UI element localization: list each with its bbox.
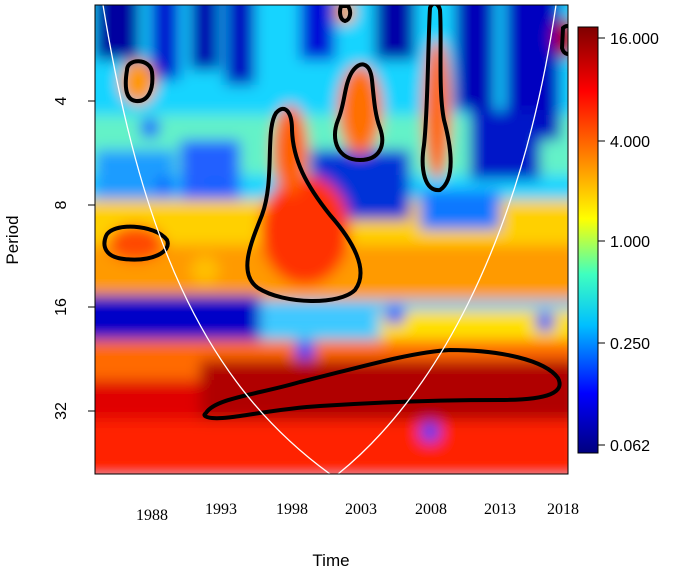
x-axis-title: Time [312, 551, 349, 570]
contour-2003-p5 [333, 62, 385, 163]
contour-1987-p4 [123, 59, 155, 104]
colorbar-gradient [577, 26, 599, 454]
y-tick-label-8: 8 [53, 200, 70, 209]
cone-of-influence [102, 5, 557, 474]
colorbar-label-0062: 0.062 [610, 438, 650, 455]
y-axis-title: Period [3, 215, 22, 264]
x-tick-label-1998: 1998 [276, 501, 308, 518]
x-tick-label-2018: 2018 [547, 501, 579, 518]
x-tick-label-1988: 1988 [136, 507, 168, 524]
x-tick-label-2013: 2013 [484, 501, 516, 518]
x-tick-label-2003: 2003 [345, 501, 377, 518]
colorbar-label-16: 16.000 [610, 31, 659, 48]
colorbar-label-025: 0.250 [610, 336, 650, 353]
heatmap-field [95, 5, 568, 474]
contour-2008-p5 [420, 5, 453, 193]
colorbar: 16.000 4.000 1.000 0.250 0.062 [577, 26, 659, 455]
contour-right-top [559, 24, 568, 56]
x-tick-label-2008: 2008 [415, 501, 447, 518]
y-tick-label-32: 32 [53, 402, 70, 420]
contour-1998-p10 [245, 106, 363, 303]
y-axis: 4 8 16 32 Period [3, 5, 96, 474]
colorbar-label-4: 4.000 [610, 134, 650, 151]
y-tick-label-4: 4 [53, 96, 70, 105]
significance-contours [102, 5, 568, 421]
y-tick-label-16: 16 [53, 298, 70, 316]
x-axis: 1988 1993 1998 2003 2008 2013 2018 Time [136, 501, 579, 570]
contour-2001-p2 [338, 5, 353, 24]
contour-1986-p11 [102, 224, 170, 262]
colorbar-label-1: 1.000 [610, 234, 650, 251]
contour-2007-p28 [202, 347, 562, 421]
x-tick-label-1993: 1993 [205, 501, 237, 518]
